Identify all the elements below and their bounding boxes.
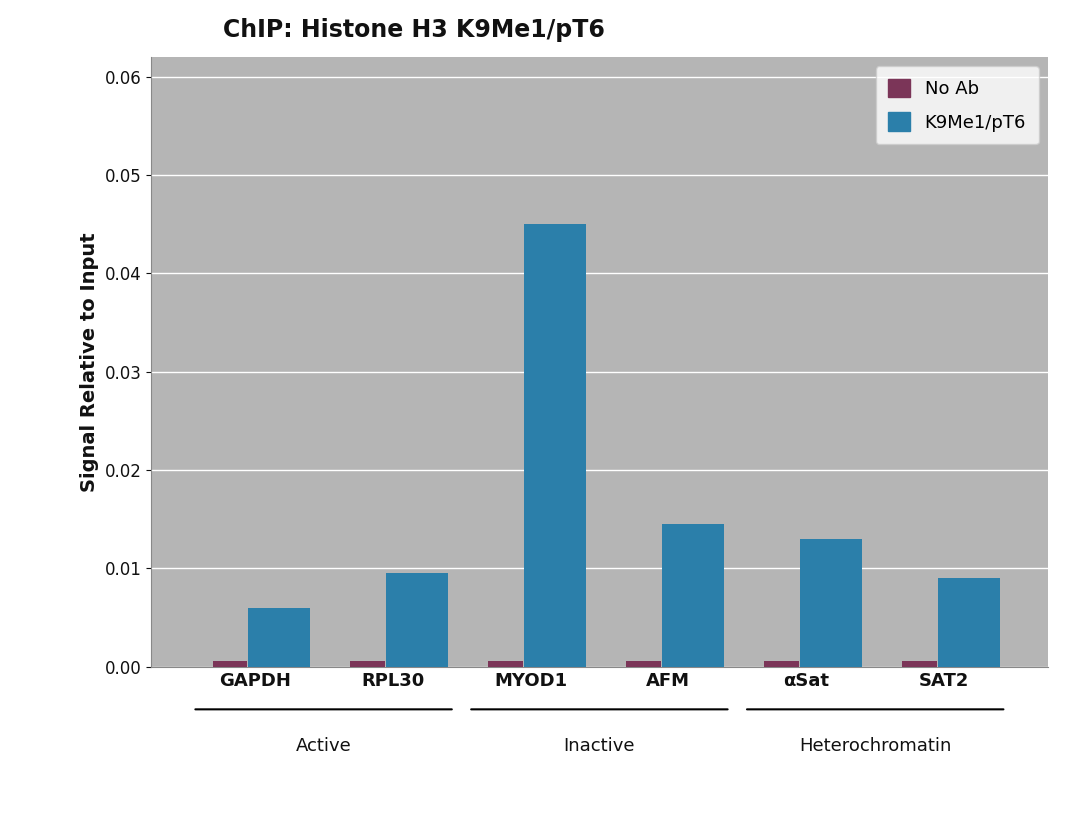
Bar xyxy=(800,539,862,667)
Bar xyxy=(937,578,1000,667)
Text: Heterochromatin: Heterochromatin xyxy=(799,737,951,754)
Bar xyxy=(351,661,384,667)
Bar xyxy=(488,661,523,667)
Bar xyxy=(248,607,310,667)
Bar xyxy=(626,661,661,667)
Bar xyxy=(765,661,799,667)
Text: ChIP: Histone H3 K9Me1/pT6: ChIP: Histone H3 K9Me1/pT6 xyxy=(222,19,605,42)
Bar xyxy=(213,661,247,667)
Legend: No Ab, K9Me1/pT6: No Ab, K9Me1/pT6 xyxy=(876,66,1039,145)
Y-axis label: Signal Relative to Input: Signal Relative to Input xyxy=(80,232,99,492)
Text: Inactive: Inactive xyxy=(564,737,635,754)
Bar xyxy=(902,661,936,667)
Bar xyxy=(524,224,586,667)
Bar xyxy=(387,573,448,667)
Text: Active: Active xyxy=(296,737,351,754)
Bar xyxy=(662,524,725,667)
